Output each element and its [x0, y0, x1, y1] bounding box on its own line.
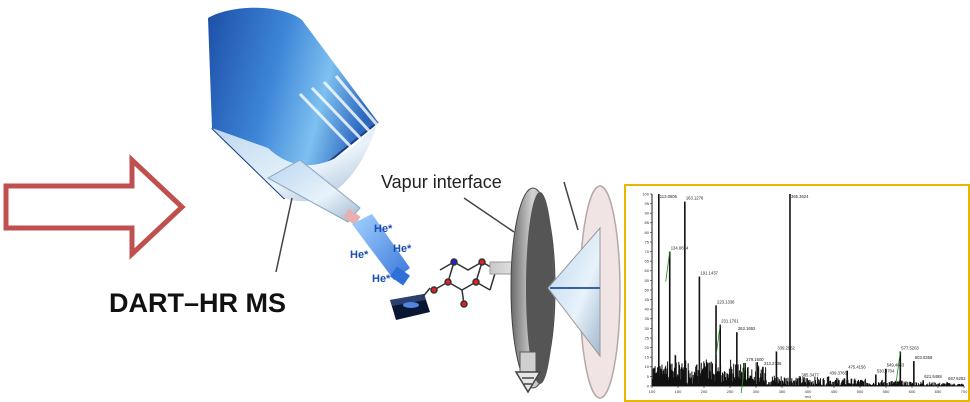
peak-label: 223.1336: [717, 299, 735, 304]
y-tick-label: 90: [645, 211, 650, 216]
x-axis: 100 150 200 250 300 350 400 450 500 550 600 650 700: [649, 385, 968, 394]
y-tick-label: 80: [645, 230, 650, 235]
x-tick-label: 600: [909, 389, 916, 394]
helium-ion-label: He*: [393, 243, 412, 255]
peak-annotation-line: [740, 362, 746, 394]
y-tick-label: 5: [647, 374, 650, 379]
x-tick-label: 450: [831, 389, 838, 394]
peak-label: 134.0814: [671, 246, 689, 251]
y-tick-label: 75: [645, 239, 650, 244]
x-tick-label: 150: [675, 389, 682, 394]
peak-label: 113.0606: [660, 194, 678, 199]
x-axis-label: m/z: [805, 394, 811, 399]
peak-annotation-line: [895, 351, 901, 382]
vapur-interface-label: Vapur interface: [381, 172, 502, 192]
dart-pointer-line: [275, 197, 293, 273]
peak-annotation-line: [715, 324, 721, 355]
x-tick-label: 350: [779, 389, 786, 394]
mass-spectrum-panel: 0 5 10 15 20 25 30 35 40 45 50 55 60 65 70 75 80 85 90 95 10…: [624, 184, 970, 402]
peak-label: 339.2962: [777, 345, 795, 350]
y-tick-label: 35: [645, 316, 650, 321]
y-tick-label: 100: [642, 191, 649, 196]
peak-label: 530.4704: [877, 368, 895, 373]
helium-ion-label: He*: [350, 249, 369, 261]
analyte-molecule-icon: [421, 258, 500, 308]
x-tick-label: 700: [961, 389, 968, 394]
peak-label: 603.5358: [915, 355, 933, 360]
helium-ion-label: He*: [372, 273, 391, 285]
y-tick-label: 60: [645, 268, 650, 273]
vapur-interface: [489, 187, 556, 394]
y-axis: 0 5 10 15 20 25 30 35 40 45 50 55 60 65 70 75 80 85 90 95 10…: [642, 191, 653, 388]
peak-label: 621.5488: [924, 374, 942, 379]
y-tick-label: 15: [645, 355, 650, 360]
peak-label: 385.3477: [801, 372, 819, 377]
x-tick-label: 550: [883, 389, 890, 394]
y-tick-label: 20: [645, 345, 650, 350]
vapur-pointer-line: [463, 197, 515, 233]
y-tick-label: 0: [647, 383, 650, 388]
dart-hr-ms-label: DART–HR MS: [109, 288, 287, 318]
x-tick-label: 100: [649, 389, 656, 394]
peak-label: 439.3765: [829, 370, 847, 375]
peak-label: 231.1761: [721, 319, 739, 324]
peak-label: 313.2736: [764, 361, 782, 366]
x-tick-label: 300: [753, 389, 760, 394]
mass-spectrum-chart: 0 5 10 15 20 25 30 35 40 45 50 55 60 65 70 75 80 85 90 95 10…: [642, 191, 968, 399]
cone-pointer-line: [563, 181, 579, 231]
peak-label: 263.1692: [738, 326, 756, 331]
ms-inlet-cone: [547, 185, 621, 399]
spectrum-peaks: [657, 194, 948, 386]
x-tick-label: 250: [727, 389, 734, 394]
helium-beam: [352, 214, 410, 286]
y-tick-label: 50: [645, 287, 650, 292]
peak-label: 191.1437: [700, 271, 718, 276]
spectrum-baseline-noise: [651, 351, 964, 386]
peak-label: 667.6252: [948, 376, 966, 381]
peak-label: 549.4863: [887, 363, 905, 368]
y-tick-label: 10: [645, 364, 650, 369]
y-tick-label: 95: [645, 201, 650, 206]
y-tick-label: 55: [645, 278, 650, 283]
y-tick-label: 70: [645, 249, 650, 254]
peak-annotation-line: [665, 251, 671, 282]
x-tick-label: 400: [805, 389, 812, 394]
y-tick-label: 30: [645, 326, 650, 331]
peak-label: 279.1600: [746, 357, 764, 362]
peak-label: 163.1276: [686, 196, 704, 201]
x-tick-label: 200: [701, 389, 708, 394]
x-tick-label: 650: [935, 389, 942, 394]
y-tick-label: 65: [645, 259, 650, 264]
flow-arrow: [3, 154, 186, 260]
peak-label: 577.5203: [901, 345, 919, 350]
peak-label: 365.3624: [791, 194, 809, 199]
y-tick-label: 25: [645, 335, 650, 340]
peak-label: 475.4156: [848, 365, 866, 370]
dart-ion-source: [208, 7, 380, 226]
helium-ion-label: He*: [374, 223, 393, 235]
y-tick-label: 85: [645, 220, 650, 225]
y-tick-label: 45: [645, 297, 650, 302]
peak-labels: 113.0606 134.0814 163.1276 191.1437 223.1336…: [660, 194, 966, 394]
sample-holder: [390, 294, 430, 320]
y-tick-label: 40: [645, 307, 650, 312]
x-tick-label: 500: [857, 389, 864, 394]
